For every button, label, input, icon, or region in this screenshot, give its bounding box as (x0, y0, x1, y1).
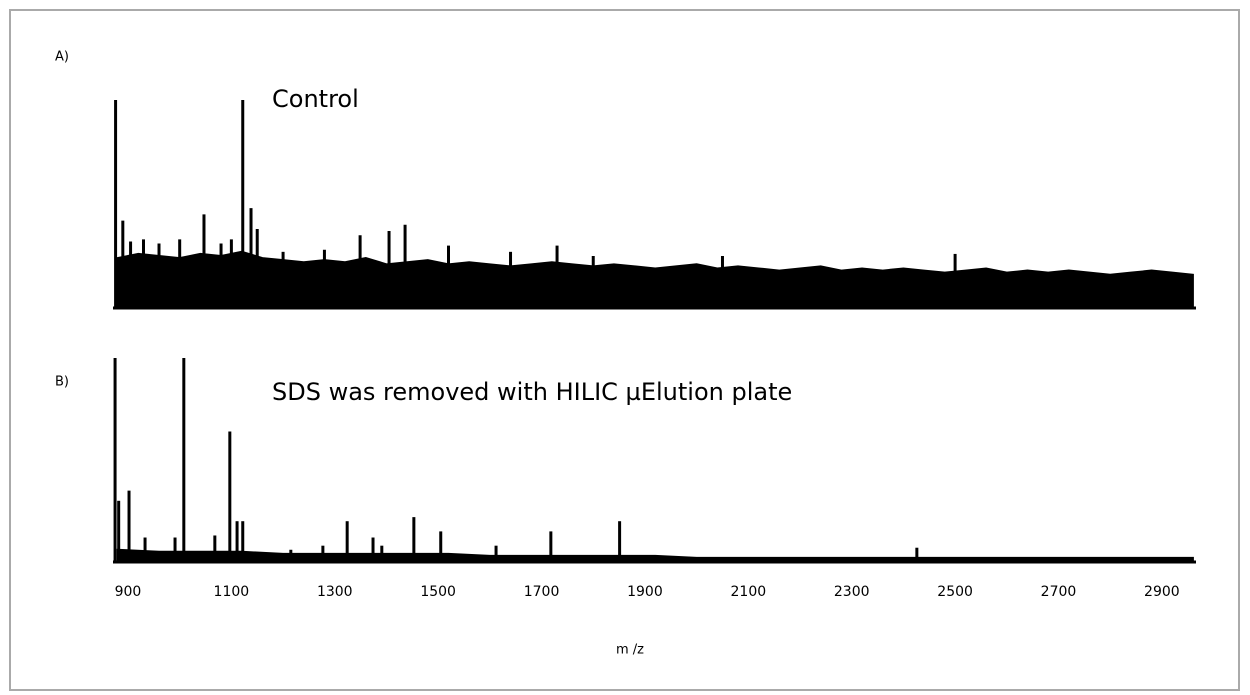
x-tick-label: 1500 (420, 584, 456, 600)
x-axis-label: m /z (616, 643, 644, 658)
x-tick-label: 1900 (627, 584, 663, 600)
x-tick-label: 1100 (214, 584, 250, 600)
frame (9, 9, 1240, 691)
panel-label: B) (55, 375, 69, 390)
panel-title: Control (272, 85, 359, 113)
noise-band (116, 250, 1194, 309)
panel-title: SDS was removed with HILIC µElution plat… (272, 378, 792, 406)
x-tick-label: 2900 (1144, 584, 1180, 600)
x-tick-label: 1300 (317, 584, 353, 600)
x-tick-label: 2700 (1041, 584, 1077, 600)
panel-label: A) (55, 50, 69, 65)
x-tick-label: 1700 (524, 584, 560, 600)
x-tick-label: 2300 (834, 584, 870, 600)
noise-band (116, 548, 1194, 563)
x-tick-label: 2500 (937, 584, 973, 600)
x-tick-label: 2100 (731, 584, 767, 600)
x-tick-label: 900 (115, 584, 142, 600)
